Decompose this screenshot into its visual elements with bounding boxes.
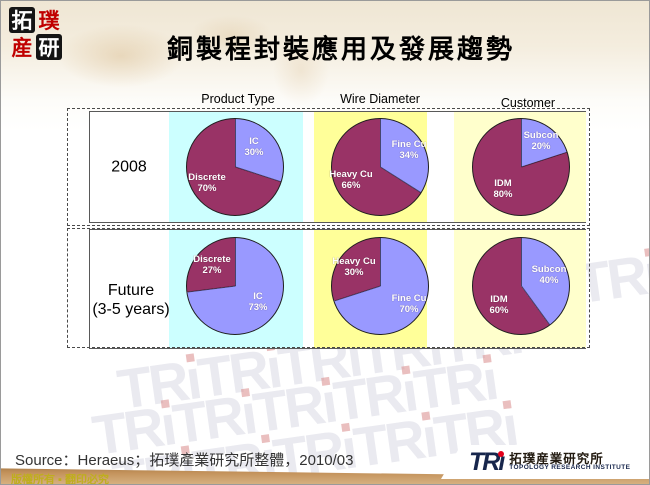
slice-label-fine-cu: Fine Cu 34% <box>391 139 427 161</box>
tri-brand-names: 拓璞産業研究所 TOPOLOGY RESEARCH INSTITUTE <box>509 452 630 472</box>
column-header-wire-diameter: Wire Diameter <box>340 92 420 106</box>
slice-divider <box>187 285 236 293</box>
column-header-product-type: Product Type <box>201 92 275 106</box>
slice-divider <box>234 119 236 167</box>
pie-future-wire-diameter <box>331 237 429 335</box>
tri-name-english: TOPOLOGY RESEARCH INSTITUTE <box>509 464 631 472</box>
tri-brand-panel: TRı 拓璞産業研究所 TOPOLOGY RESEARCH INSTITUTE <box>441 445 649 479</box>
slice-label-discrete: Discrete 27% <box>193 254 231 276</box>
pie-future-customer <box>472 237 570 335</box>
slice-divider <box>334 285 381 302</box>
tri-seal-logo: 拓璞産研 <box>9 7 62 60</box>
slide-title: 銅製程封裝應用及發展趨勢 <box>166 35 515 65</box>
slice-divider <box>520 238 522 286</box>
pie-2008-wire-diameter <box>331 118 429 216</box>
tri-name-chinese: 拓璞産業研究所 <box>509 451 604 467</box>
slice-divider <box>379 238 381 286</box>
slice-label-heavy-cu: Heavy Cu 66% <box>329 169 373 191</box>
pie-future-product-type <box>186 237 284 335</box>
slice-divider <box>234 238 236 286</box>
slice-label-subcon: Subcon 40% <box>531 264 567 286</box>
slice-divider <box>520 119 522 167</box>
slice-label-heavy-cu: Heavy Cu 30% <box>332 256 376 278</box>
column-header-customer: Customer <box>500 96 556 110</box>
slice-divider <box>520 285 550 326</box>
copyright-notice: 版權所有 ▪ 翻印必究 <box>11 474 110 485</box>
pie-2008-customer <box>472 118 570 216</box>
dashed-frame-future <box>67 228 590 348</box>
row-label-future: Future (3-5 years) <box>92 281 170 318</box>
slice-label-ic: IC 30% <box>244 136 264 158</box>
slice-label-ic: IC 73% <box>248 291 268 313</box>
slice-label-subcon: Subcon 20% <box>523 130 559 152</box>
source-citation: Source：Heraeus；拓璞產業研究所整體，2010/03 <box>15 452 354 469</box>
seal-char-研: 研 <box>36 34 62 60</box>
seal-char-産: 産 <box>11 35 33 60</box>
pie-2008-product-type <box>186 118 284 216</box>
slice-label-idm: IDM 80% <box>493 178 513 200</box>
slice-label-discrete: Discrete 70% <box>188 172 226 194</box>
tri-red-dot-icon <box>498 450 505 457</box>
row-label-2008: 2008 <box>111 158 147 176</box>
slice-divider <box>520 151 567 168</box>
slice-divider <box>234 166 281 183</box>
seal-char-璞: 璞 <box>38 8 60 33</box>
slice-divider <box>379 166 421 194</box>
seal-char-拓: 拓 <box>9 7 35 33</box>
slice-label-fine-cu: Fine Cu 70% <box>391 293 427 315</box>
slice-label-idm: IDM 60% <box>489 294 509 316</box>
tri-wordmark: TRı <box>469 447 505 476</box>
dashed-frame-2008 <box>67 108 590 226</box>
slice-divider <box>379 119 381 167</box>
